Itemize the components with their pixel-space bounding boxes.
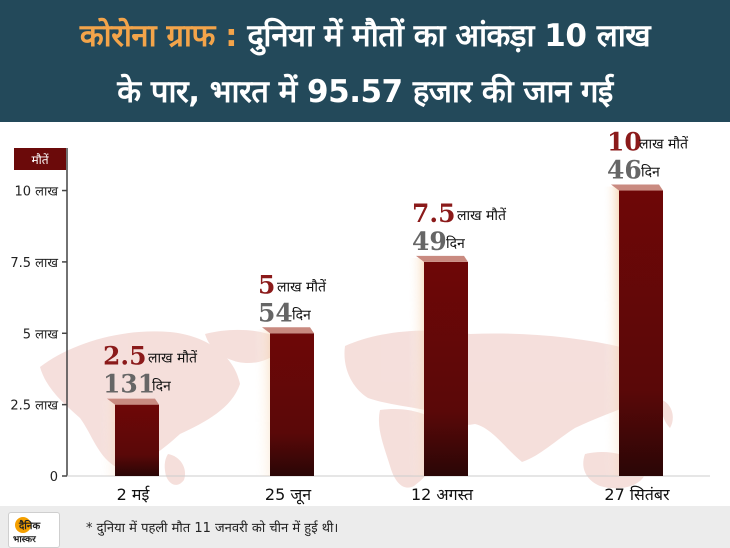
x-tick-label: 27 सितंबर xyxy=(604,485,670,504)
bar-value-unit: लाख मौतें xyxy=(148,350,198,367)
y-ticks: 0 2.5 लाख 5 लाख 7.5 लाख 10 लाख xyxy=(10,185,67,485)
bar-glow xyxy=(603,186,619,476)
bar-top-face xyxy=(107,398,159,405)
bar-value-number: 10 xyxy=(607,128,642,157)
bar xyxy=(270,333,314,476)
x-tick-label: 25 जून xyxy=(265,485,312,505)
bar-value-unit: लाख मौतें xyxy=(639,136,689,153)
bar-value-number: 5 xyxy=(258,270,275,299)
bar-chart: मौतें 0 2.5 लाख 5 लाख 7.5 लाख 10 लाख 2 मई 25 … xyxy=(10,128,710,505)
bars xyxy=(99,184,663,476)
legend-swatch xyxy=(14,148,66,170)
y-tick-label: 7.5 लाख xyxy=(10,256,58,271)
y-tick-label: 0 xyxy=(50,470,58,485)
bar-value-unit: लाख मौतें xyxy=(457,207,507,224)
footer: दैनिक भास्कर * दुनिया में पहली मौत 11 जन… xyxy=(0,506,730,548)
bar-top-face xyxy=(416,255,468,262)
sun-icon xyxy=(15,517,31,533)
days-number: 131 xyxy=(103,370,155,399)
bar-value-number: 7.5 xyxy=(412,199,456,228)
title-rest: दुनिया में मौतों का आंकड़ा 10 लाख xyxy=(247,18,651,54)
x-tick-label: 12 अगस्त xyxy=(411,485,474,504)
y-tick-label: 10 लाख xyxy=(15,185,59,200)
bar-value-unit: लाख मौतें xyxy=(277,278,327,295)
title-accent: कोरोना ग्राफ : xyxy=(79,18,238,54)
x-tick-label: 2 मई xyxy=(117,485,151,504)
bar xyxy=(115,404,159,476)
bar-glow xyxy=(99,400,115,476)
bar-glow xyxy=(254,329,270,476)
days-unit: दिन xyxy=(152,378,171,395)
logo-line-1: दैनिक xyxy=(19,521,41,532)
bar xyxy=(424,261,468,476)
days-number: 54 xyxy=(258,298,293,327)
legend-label: मौतें xyxy=(31,153,49,167)
bar-top-face xyxy=(262,327,314,334)
footnote: * दुनिया में पहली मौत 11 जनवरी को चीन मे… xyxy=(86,521,339,536)
days-unit: दिन xyxy=(292,306,311,323)
bar xyxy=(619,190,663,476)
header-banner: कोरोना ग्राफ : दुनिया में मौतों का आंकड़… xyxy=(0,0,730,122)
bar-glow xyxy=(408,257,424,476)
days-number: 49 xyxy=(412,227,447,256)
title-line-1: कोरोना ग्राफ : दुनिया में मौतों का आंकड़… xyxy=(0,14,730,56)
y-tick-label: 2.5 लाख xyxy=(10,399,58,414)
x-tick-labels: 2 मई 25 जून 12 अगस्त 27 सितंबर xyxy=(117,485,670,505)
y-tick-label: 5 लाख xyxy=(23,327,59,342)
days-unit: दिन xyxy=(641,164,660,181)
logo-line-2: भास्कर xyxy=(13,535,36,545)
bar-top-face xyxy=(611,184,663,191)
days-unit: दिन xyxy=(446,235,465,252)
newspaper-logo: दैनिक भास्कर xyxy=(8,512,60,548)
bar-value-number: 2.5 xyxy=(103,342,147,371)
days-number: 46 xyxy=(607,156,642,185)
title-line-2: के पार, भारत में 95.57 हजार की जान गई xyxy=(117,74,613,110)
